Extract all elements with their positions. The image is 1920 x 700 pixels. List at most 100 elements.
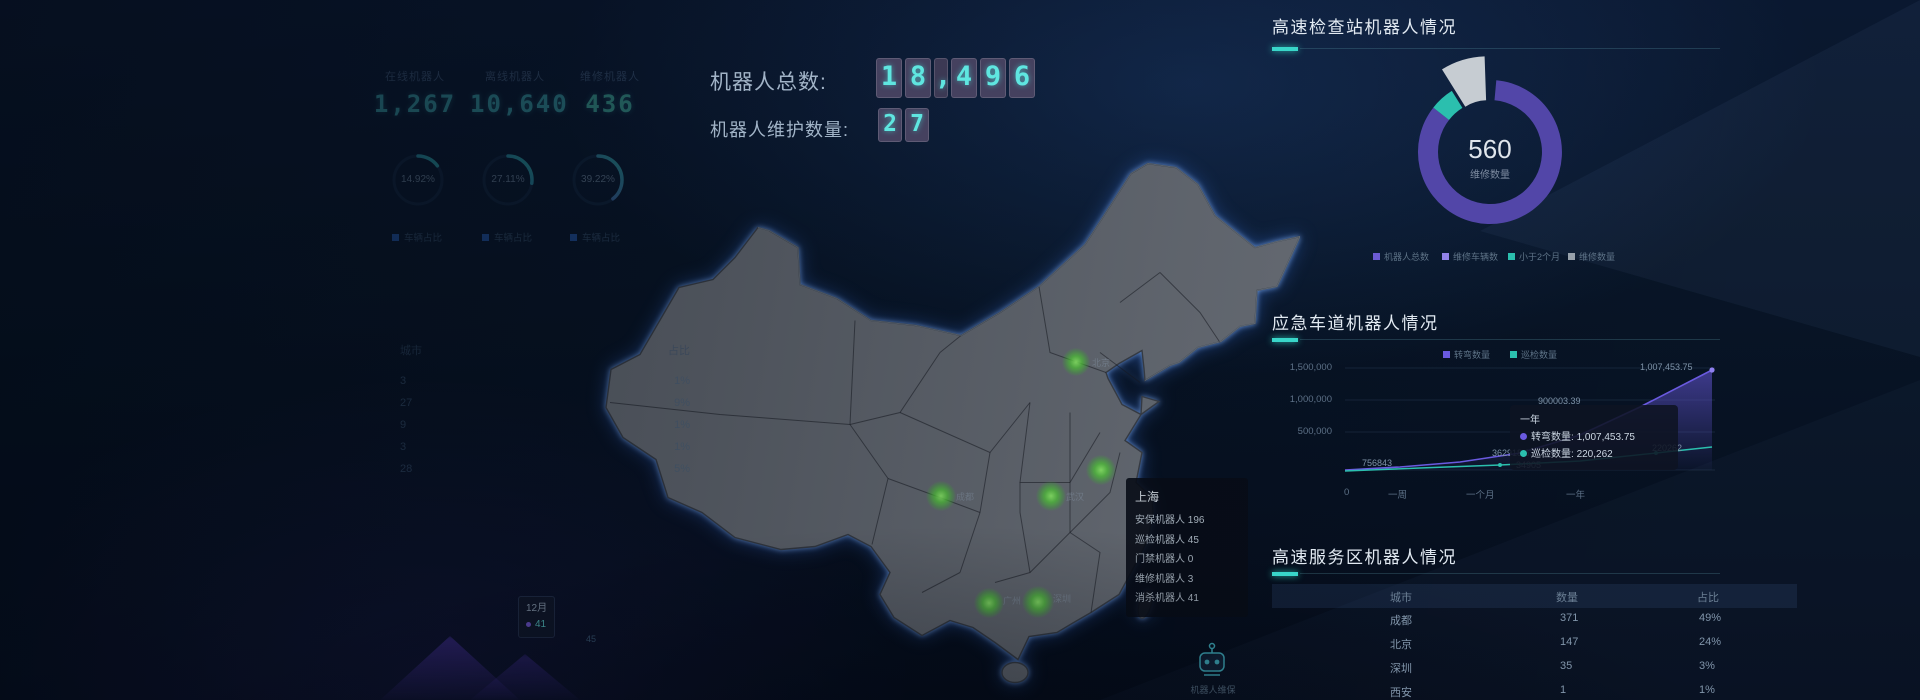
x-axis-tick[interactable]: 一个月 xyxy=(1466,490,1495,501)
legend-swatch xyxy=(1442,253,1449,260)
y-axis-tick: 1,500,000 xyxy=(1289,362,1332,373)
title-underline xyxy=(1272,47,1298,51)
table-row[interactable]: 深圳 35 3% xyxy=(1272,660,1797,682)
y-axis-tick: 1,000,000 xyxy=(1289,394,1332,405)
donut-legend-item[interactable]: 维修车辆数 xyxy=(1442,250,1498,263)
legend-swatch xyxy=(570,233,577,241)
map-tooltip-city: 上海 xyxy=(1135,490,1160,504)
panel-title-emergency: 应急车道机器人情况 xyxy=(1272,314,1439,333)
map-dot-beijing[interactable] xyxy=(1062,348,1090,376)
series-dot xyxy=(1520,450,1527,457)
map-dot-chengdu[interactable] xyxy=(926,481,956,511)
total-robots-label: 机器人总数: xyxy=(710,71,827,94)
series-value: 1,007,453.75 xyxy=(1576,432,1635,443)
legend-swatch xyxy=(392,233,399,241)
donut-center-value: 560 xyxy=(1468,134,1512,164)
counter-digit: 2 xyxy=(878,108,902,142)
cell-pct: 5% xyxy=(674,463,690,475)
table-row: 28 5% xyxy=(400,463,690,475)
map-tooltip: 上海 安保机器人 196 巡检机器人 45 门禁机器人 0 维修机器人 3 消杀… xyxy=(1126,478,1248,617)
cell-city: 成都 xyxy=(1390,615,1412,627)
table-row[interactable]: 西安 1 1% xyxy=(1272,684,1797,700)
cell-value: 27 xyxy=(400,397,413,409)
legend-swatch xyxy=(1373,253,1380,260)
x-axis-tick[interactable]: 一年 xyxy=(1566,490,1586,501)
legend-label: 维修数量 xyxy=(1579,252,1616,262)
donut-legend-item[interactable]: 小于2个月 xyxy=(1508,250,1560,263)
gauge-legend-item[interactable]: 车辆占比 xyxy=(570,230,620,244)
panel-title-service: 高速服务区机器人情况 xyxy=(1272,548,1457,567)
panel-title-checkpoint: 高速检查站机器人情况 xyxy=(1272,18,1457,37)
counter-digit: 9 xyxy=(980,58,1006,98)
title-rule xyxy=(1300,573,1720,574)
gauge-percent: 39.22% xyxy=(581,174,615,185)
title-rule xyxy=(1300,48,1720,49)
map-city-label: 北京 xyxy=(1092,358,1111,368)
table-row[interactable]: 成都 371 49% xyxy=(1272,612,1797,634)
gauge-legend-item[interactable]: 车辆占比 xyxy=(392,230,442,244)
robot-icon-label: 机器人维保 xyxy=(1190,685,1236,695)
donut-legend-item[interactable]: 机器人总数 xyxy=(1373,250,1429,263)
map-city-label: 深圳 xyxy=(1053,594,1072,604)
map-city-label: 武汉 xyxy=(1066,492,1085,502)
cell-city: 深圳 xyxy=(1390,663,1412,675)
map-dot-guangzhou[interactable] xyxy=(974,588,1004,618)
series-value: 220,262 xyxy=(1576,449,1613,460)
cell-pct: 1% xyxy=(674,419,690,431)
legend-label: 车辆占比 xyxy=(404,233,443,244)
cell-value: 9 xyxy=(400,419,407,431)
cell-city: 西安 xyxy=(1390,687,1412,699)
gauge-legend-item[interactable]: 车辆占比 xyxy=(482,230,532,244)
map-dot-shenzhen[interactable] xyxy=(1022,586,1054,618)
cell-pct: 24% xyxy=(1699,636,1722,648)
mini-chart-value: 45 xyxy=(586,634,597,644)
map-dot-wuhan[interactable] xyxy=(1036,481,1066,511)
map-city-label: 广州 xyxy=(1003,596,1022,606)
left-table: 城市 占比 3 1% 27 9% 9 1% 3 1% 28 5% xyxy=(400,342,690,475)
x-axis-tick[interactable]: 一周 xyxy=(1388,490,1408,501)
cell-count: 371 xyxy=(1560,612,1579,624)
donut-legend-item[interactable]: 维修数量 xyxy=(1568,250,1615,263)
series-dot xyxy=(1520,433,1527,440)
stat-label: 维修机器人 xyxy=(580,71,640,83)
chart-annotation: 1,007,453.75 xyxy=(1640,362,1693,372)
table-row[interactable]: 北京 147 24% xyxy=(1272,636,1797,658)
column-header: 占比 xyxy=(1697,592,1719,604)
table-row: 9 1% xyxy=(400,419,690,431)
map-dot-shanghai[interactable] xyxy=(1086,455,1116,485)
cell-pct: 9% xyxy=(674,397,690,409)
series-name: 转弯数量 xyxy=(1531,432,1571,443)
tooltip-row: 巡检数量: 220,262 xyxy=(1520,446,1668,463)
badge-value: 41 xyxy=(535,619,547,630)
column-header: 城市 xyxy=(1390,592,1412,604)
chart-annotation: 756843 xyxy=(1362,458,1393,468)
tooltip-row: 转弯数量: 1,007,453.75 xyxy=(1520,429,1668,446)
map-tooltip-row: 维修机器人 3 xyxy=(1135,573,1194,585)
mini-chart-tooltip: 12月 41 xyxy=(518,596,556,638)
title-rule xyxy=(1300,339,1720,340)
counter-digit: , xyxy=(934,58,951,98)
counter-digit: 4 xyxy=(951,58,977,98)
cell-city: 北京 xyxy=(1390,639,1412,651)
counter-digit: 7 xyxy=(905,108,929,142)
x-axis-tick: 0 xyxy=(1344,487,1350,498)
stat-value: 1,267 xyxy=(373,90,457,118)
left-table-header: 占比 xyxy=(668,345,690,357)
left-table-header: 城市 xyxy=(400,345,422,357)
tooltip-title: 一年 xyxy=(1520,415,1540,426)
stat-value: 436 xyxy=(585,90,635,118)
cell-count: 147 xyxy=(1560,636,1579,648)
cell-pct: 3% xyxy=(1699,660,1715,672)
left-stats-panel: 在线机器人 1,267 离线机器人 10,640 维修机器人 436 xyxy=(370,68,660,118)
series-name: 巡检数量 xyxy=(1531,449,1571,460)
counter-digit: 8 xyxy=(905,58,931,98)
hainan-island xyxy=(1001,661,1029,684)
cell-count: 1 xyxy=(1560,684,1567,696)
legend-swatch xyxy=(1508,253,1515,260)
area-peak-marker xyxy=(1709,367,1715,373)
legend-swatch xyxy=(482,233,489,241)
cell-value: 28 xyxy=(400,463,413,475)
cell-value: 3 xyxy=(400,375,407,387)
